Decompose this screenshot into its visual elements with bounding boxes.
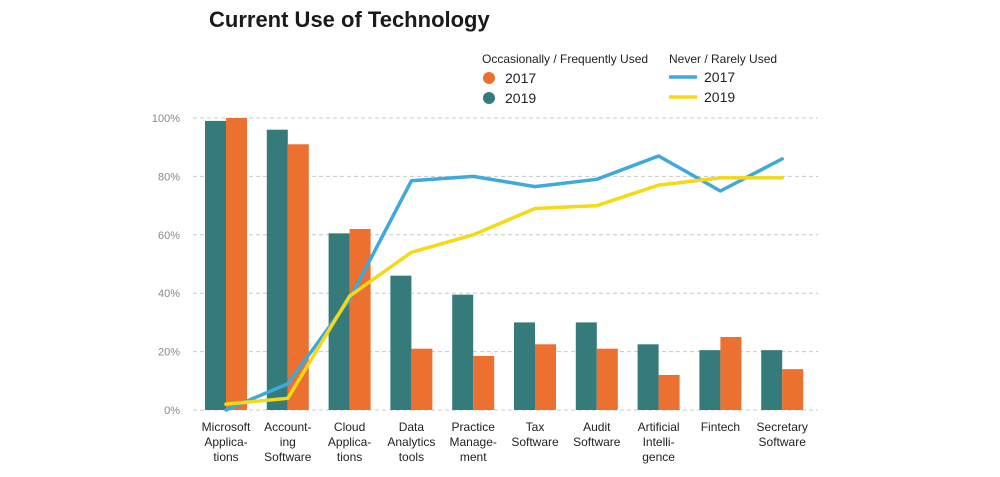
legend-label-frequent-2019: 2019 — [505, 90, 536, 106]
legend-label-rarely-2017: 2017 — [704, 69, 735, 85]
line-never-rarely-used-2019 — [224, 176, 784, 406]
bar-occasionally-frequently-used-2019-9 — [761, 350, 783, 410]
x-tick-label-7: Artificial Intelli-gence — [638, 420, 680, 464]
line-never-rarely-used-2017 — [224, 154, 784, 412]
legend-heading-rarely-used: Never / Rarely Used — [669, 52, 777, 66]
bar-occasionally-frequently-used-2019-5 — [514, 322, 535, 410]
bar-occasionally-frequently-used-2019-3 — [390, 275, 412, 410]
y-tick-label-100: 100% — [152, 113, 180, 125]
legend-label-rarely-2019: 2019 — [704, 89, 735, 105]
x-tick-label-8: Fintech — [701, 420, 740, 434]
x-axis-ticks: Microsoft Applica-tions Account-ing Softwar… — [202, 420, 808, 464]
x-tick-label-1: Account-ing Software — [264, 420, 312, 464]
bar-occasionally-frequently-used-2019-0 — [205, 120, 226, 411]
bar-occasionally-frequently-used-2017-1 — [287, 144, 309, 410]
bar-occasionally-frequently-used-2017-3 — [411, 348, 433, 410]
legend: Occasionally / Frequently Used 2017 2019… — [482, 52, 777, 106]
x-tick-label-5: Tax Software — [511, 420, 559, 449]
legend-heading-frequently-used: Occasionally / Frequently Used — [482, 52, 648, 66]
bar-occasionally-frequently-used-2017-8 — [720, 337, 742, 410]
bar-occasionally-frequently-used-2017-0 — [226, 118, 247, 410]
bar-occasionally-frequently-used-2017-6 — [596, 348, 618, 410]
bar-occasionally-frequently-used-2019-8 — [699, 350, 721, 410]
y-axis-ticks: 0% 20% 40% 60% 80% 100% — [152, 113, 180, 417]
x-tick-label-4: Practice Manage-ment — [450, 420, 497, 464]
bar-occasionally-frequently-used-2019-4 — [452, 294, 474, 410]
bar-occasionally-frequently-used-2017-5 — [535, 344, 556, 410]
x-tick-label-9: Secretary Software — [757, 420, 808, 449]
chart-title: Current Use of Technology — [209, 7, 490, 32]
bar-occasionally-frequently-used-2019-2 — [328, 233, 350, 410]
x-tick-label-6: Audit Software — [573, 420, 621, 449]
y-tick-label-20: 20% — [158, 347, 180, 359]
bar-occasionally-frequently-used-2017-7 — [658, 374, 680, 410]
x-tick-label-2: Cloud Applica-tions — [328, 420, 371, 464]
trend-lines — [224, 154, 784, 412]
legend-label-frequent-2017: 2017 — [505, 70, 536, 86]
bars — [205, 118, 804, 411]
legend-marker-frequent-2019 — [483, 92, 495, 104]
bar-occasionally-frequently-used-2017-2 — [349, 228, 371, 410]
x-tick-label-0: Microsoft Applica-tions — [202, 420, 251, 464]
bar-occasionally-frequently-used-2019-1 — [266, 129, 288, 410]
y-tick-label-0: 0% — [164, 405, 180, 417]
x-tick-label-3: Data Analytics tools — [387, 420, 435, 464]
y-tick-label-80: 80% — [158, 171, 180, 183]
legend-marker-frequent-2017 — [483, 72, 495, 84]
bar-occasionally-frequently-used-2017-9 — [782, 369, 804, 410]
bar-occasionally-frequently-used-2019-6 — [575, 322, 597, 410]
bar-occasionally-frequently-used-2017-4 — [473, 355, 495, 410]
y-tick-label-40: 40% — [158, 288, 180, 300]
bar-occasionally-frequently-used-2019-7 — [637, 344, 659, 410]
y-tick-label-60: 60% — [158, 230, 180, 242]
